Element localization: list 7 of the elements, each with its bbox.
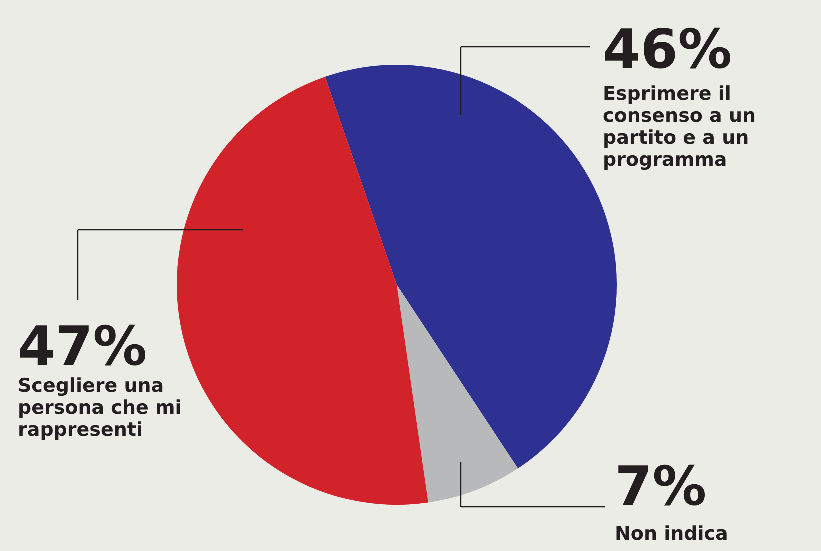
slice-label: Non indica [615, 523, 728, 545]
slice-label: Esprimere il consenso a un partito e a un programma [603, 83, 756, 171]
data-label: 7% [615, 455, 707, 518]
data-label: 47% [18, 315, 148, 378]
slice-label: Scegliere una persona che mi rappresenti [18, 375, 182, 441]
pie-slice [397, 285, 518, 503]
data-label: 46% [603, 18, 732, 81]
